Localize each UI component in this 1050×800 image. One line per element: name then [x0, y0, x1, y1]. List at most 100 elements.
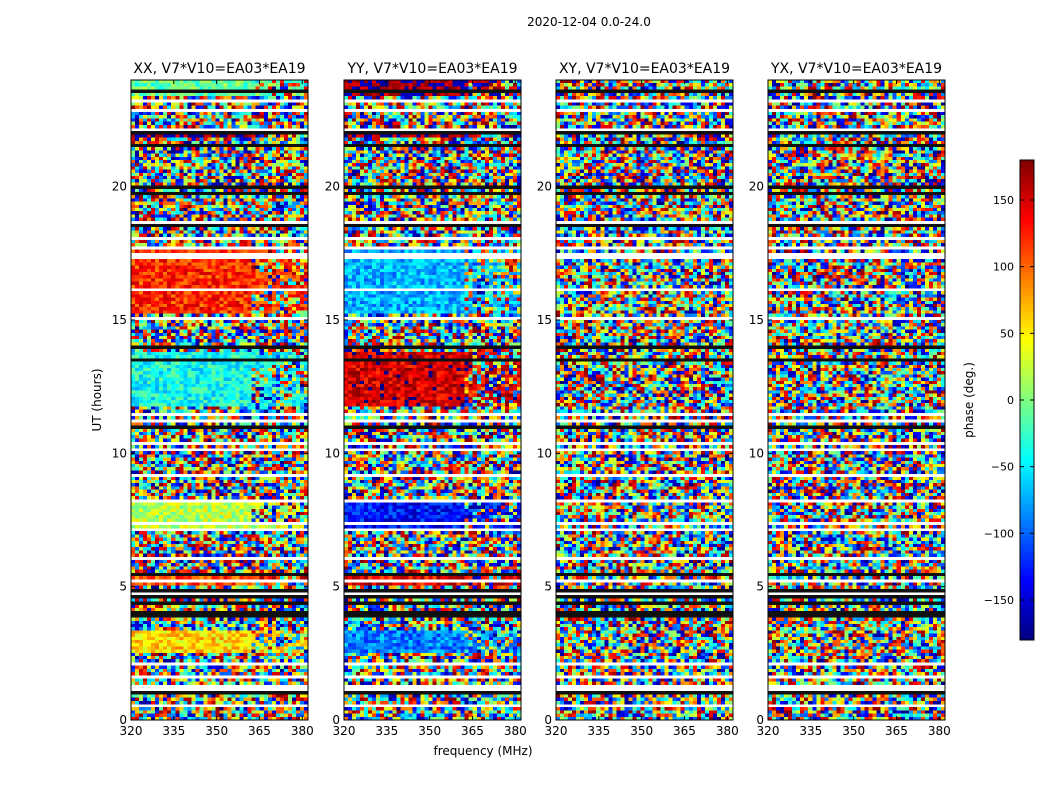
heatmap-cell: [223, 96, 228, 100]
heatmap-cell: [163, 457, 168, 462]
heatmap-cell: [147, 92, 152, 97]
heatmap-cell: [263, 377, 269, 382]
heatmap-cell: [239, 182, 244, 186]
heatmap-cell: [151, 272, 156, 276]
heatmap-cell: [255, 339, 261, 343]
heatmap-cell: [227, 96, 232, 100]
heatmap-cell: [287, 265, 293, 270]
heatmap-cell: [187, 438, 192, 442]
heatmap-cell: [263, 368, 269, 372]
heatmap-cell: [291, 278, 297, 282]
heatmap-cell: [163, 169, 168, 174]
heatmap-cell: [195, 457, 200, 462]
heatmap-cell: [143, 176, 148, 180]
heatmap-cell: [239, 422, 244, 426]
heatmap-cell: [295, 480, 301, 484]
heatmap-cell: [171, 470, 176, 474]
heatmap-cell: [207, 505, 212, 510]
heatmap-cell: [183, 364, 188, 369]
heatmap-cell: [175, 284, 180, 289]
heatmap-cell: [283, 96, 289, 100]
heatmap-cell: [231, 121, 236, 126]
heatmap-cell: [291, 259, 297, 263]
heatmap-cell: [199, 486, 204, 490]
heatmap-cell: [291, 348, 297, 353]
heatmap-cell: [179, 313, 184, 318]
heatmap-cell: [131, 371, 136, 375]
heatmap-cell: [183, 438, 188, 442]
heatmap-cell: [291, 505, 297, 510]
heatmap-cell: [287, 428, 293, 433]
heatmap-cell: [143, 278, 148, 282]
heatmap-cell: [203, 364, 208, 369]
heatmap-cell: [279, 505, 285, 510]
heatmap-cell: [151, 390, 156, 394]
heatmap-cell: [195, 243, 200, 247]
heatmap-cell: [239, 508, 244, 513]
heatmap-cell: [235, 371, 240, 375]
heatmap-cell: [227, 307, 232, 311]
heatmap-cell: [199, 512, 204, 516]
heatmap-cell: [159, 352, 164, 356]
heatmap-cell: [159, 364, 164, 369]
heatmap-cell: [231, 348, 236, 353]
heatmap-cell: [143, 112, 148, 116]
heatmap-cell: [263, 204, 269, 209]
heatmap-cell: [223, 444, 228, 449]
heatmap-cell: [147, 518, 152, 522]
heatmap-cell: [143, 198, 148, 202]
heatmap-cell: [139, 272, 144, 276]
heatmap-cell: [191, 112, 196, 116]
flagged-row: [131, 425, 308, 430]
heatmap-cell: [259, 147, 265, 151]
heatmap-cell: [275, 396, 281, 401]
heatmap-cell: [167, 291, 172, 295]
heatmap-cell: [287, 262, 293, 266]
heatmap-cell: [143, 201, 148, 206]
heatmap-cell: [167, 102, 172, 106]
heatmap-cell: [147, 409, 152, 414]
heatmap-cell: [215, 387, 220, 391]
heatmap-cell: [215, 342, 220, 346]
heatmap-cell: [191, 176, 196, 180]
heatmap-cell: [183, 166, 188, 170]
heatmap-cell: [143, 502, 148, 506]
heatmap-cell: [135, 524, 140, 529]
heatmap-cell: [203, 464, 208, 468]
heatmap-cell: [283, 444, 289, 449]
heatmap-cell: [215, 464, 220, 468]
heatmap-cell: [179, 96, 184, 100]
heatmap-cell: [259, 307, 265, 311]
heatmap-cell: [251, 268, 257, 273]
heatmap-cell: [203, 102, 208, 106]
heatmap-cell: [295, 483, 301, 487]
heatmap-cell: [143, 153, 148, 158]
heatmap-cell: [135, 502, 140, 506]
heatmap-cell: [191, 489, 196, 494]
heatmap-cell: [231, 428, 236, 433]
heatmap-cell: [147, 387, 152, 391]
heatmap-cell: [171, 342, 176, 346]
heatmap-cell: [279, 416, 285, 420]
heatmap-cell: [283, 156, 289, 161]
heatmap-cell: [283, 428, 289, 433]
heatmap-cell: [171, 86, 176, 90]
heatmap-cell: [139, 416, 144, 420]
heatmap-cell: [223, 243, 228, 247]
heatmap-cell: [187, 444, 192, 449]
heatmap-cell: [131, 467, 136, 471]
heatmap-cell: [191, 364, 196, 369]
heatmap-cell: [183, 492, 188, 497]
heatmap-cell: [151, 480, 156, 484]
heatmap-cell: [159, 156, 164, 161]
heatmap-cell: [143, 396, 148, 401]
heatmap-cell: [163, 393, 168, 398]
heatmap-cell: [187, 384, 192, 388]
heatmap-cell: [163, 262, 168, 266]
heatmap-cell: [147, 176, 152, 180]
heatmap-cell: [179, 480, 184, 484]
heatmap-cell: [219, 105, 224, 110]
heatmap-cell: [223, 80, 228, 84]
heatmap-cell: [143, 492, 148, 497]
heatmap-cell: [299, 172, 305, 177]
